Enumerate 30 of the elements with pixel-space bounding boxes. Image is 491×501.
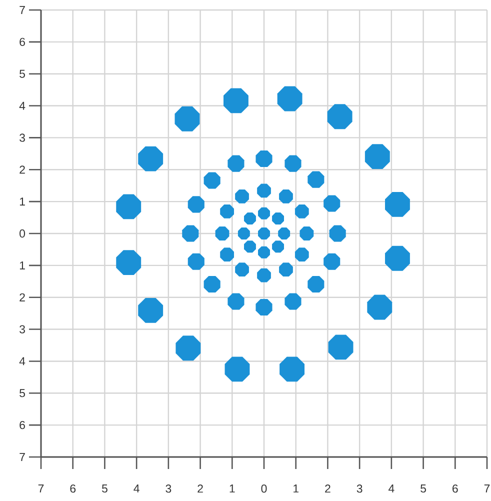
x-tick-label: 6	[452, 484, 458, 493]
x-tick-label: 1	[294, 484, 298, 492]
y-tick-label: 1	[20, 198, 25, 206]
x-tick-label: 5	[420, 484, 426, 493]
y-tick-label: 7	[20, 453, 25, 461]
y-tick-label: 0	[20, 229, 26, 238]
y-tick-label: 3	[20, 325, 25, 334]
x-tick-label: 0	[261, 484, 267, 493]
x-tick-label: 2	[325, 484, 330, 493]
x-tick-label: 3	[356, 484, 362, 493]
y-tick-label: 3	[20, 134, 25, 142]
y-tick-label: 6	[20, 38, 25, 46]
x-tick-label: 7	[484, 484, 490, 492]
y-tick-label: 5	[20, 70, 25, 78]
x-tick-label: 6	[70, 484, 76, 493]
y-tick-label: 6	[20, 421, 25, 430]
x-tick-label: 2	[198, 484, 203, 493]
x-tick-label: 3	[166, 484, 172, 493]
y-tick-label: 2	[20, 293, 25, 302]
x-tick-label: 5	[102, 484, 108, 493]
y-tick-label: 2	[20, 166, 25, 174]
y-tick-label: 1	[20, 261, 25, 270]
x-tick-label: 4	[388, 484, 394, 492]
y-tick-label: 5	[20, 389, 25, 398]
x-tick-label: 1	[230, 484, 235, 492]
y-tick-label: 4	[19, 357, 26, 366]
x-tick-label: 7	[38, 484, 44, 492]
y-tick-label: 7	[20, 6, 25, 14]
x-tick-label: 4	[134, 484, 140, 492]
y-tick-label: 4	[19, 102, 26, 110]
